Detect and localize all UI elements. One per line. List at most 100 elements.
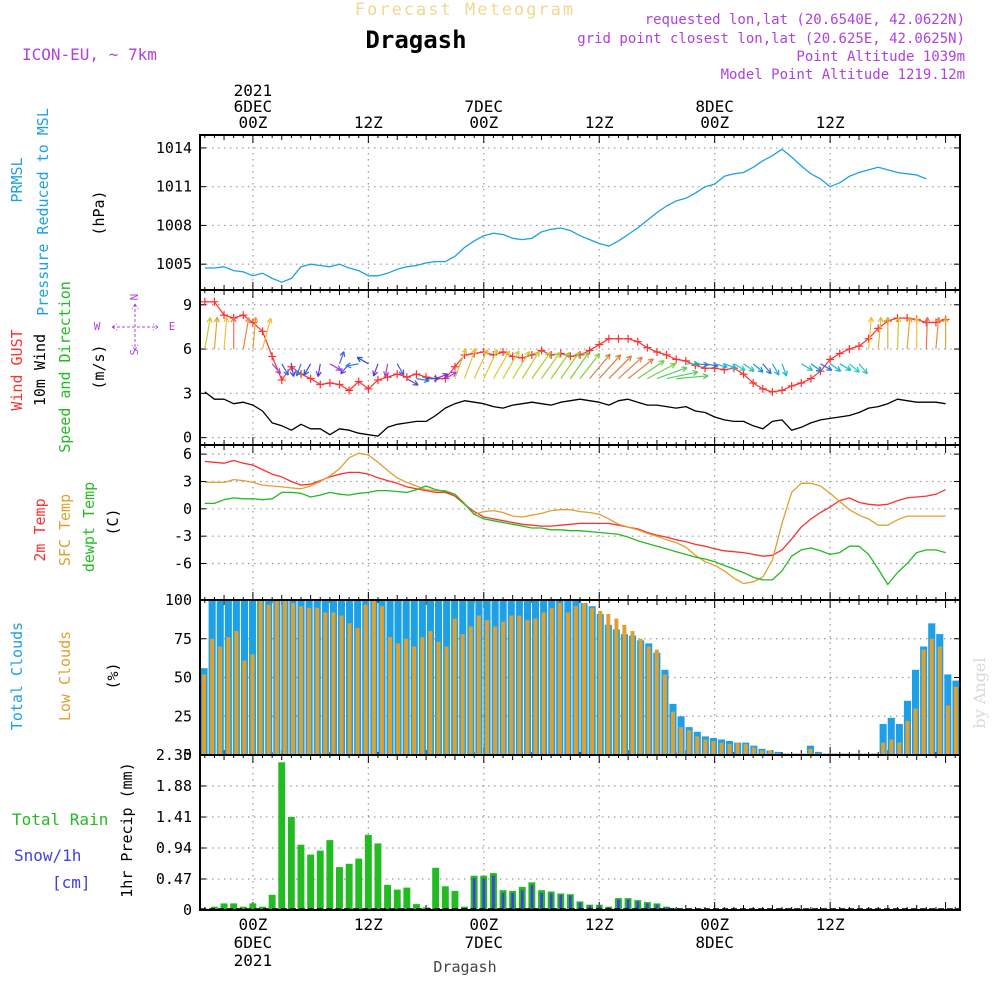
wind-direction-arrow (627, 358, 654, 380)
y-tick-label: 0 (183, 746, 192, 764)
low-clouds-bar (533, 618, 538, 755)
wind-direction-arrow (454, 348, 468, 379)
time-label-top: 6DEC (234, 97, 273, 116)
panel-label: Snow/1h (14, 846, 81, 865)
low-clouds-bar (493, 626, 498, 755)
y-tick-label: 100 (165, 591, 192, 609)
model-label: ICON-EU, ~ 7km (22, 45, 157, 64)
low-clouds-bar (444, 646, 449, 755)
low-clouds-bar (662, 674, 667, 755)
chart-title: Dragash (365, 26, 466, 54)
time-label-top: 2021 (234, 81, 273, 100)
rain-bar (239, 906, 247, 910)
compass-north-label: N (128, 294, 141, 301)
panel-label: (hPa) (90, 190, 108, 235)
gust-marker (268, 352, 277, 361)
y-tick-label: 0 (183, 901, 192, 919)
gust-marker (614, 334, 623, 343)
wind-direction-arrow (230, 316, 237, 349)
low-clouds-bar (622, 624, 627, 755)
gust-marker (701, 364, 710, 373)
low-clouds-bar (711, 741, 716, 755)
low-clouds-bar (921, 649, 926, 755)
gust-marker (758, 384, 767, 393)
low-clouds-bar (735, 742, 740, 755)
low-clouds-bar (671, 711, 675, 755)
low-clouds-bar (565, 612, 570, 755)
snow-bar (492, 875, 495, 910)
grid-point-coords: grid point closest lon,lat (20.625E, 42.… (577, 31, 965, 47)
wind-direction-arrow (345, 362, 359, 369)
panel-label: [cm] (52, 873, 91, 892)
y-tick-label: 50 (174, 669, 192, 687)
low-clouds-bar (202, 674, 206, 755)
rain-bar (336, 867, 343, 910)
low-clouds-bar (339, 615, 344, 755)
low-clouds-bar (590, 607, 595, 756)
panel-label: Total Rain (12, 810, 108, 829)
wind-direction-arrow (810, 363, 823, 372)
wind-direction-arrow (512, 350, 531, 379)
panel-label: Speed and Direction (56, 281, 74, 453)
low-clouds-bar (695, 736, 700, 755)
wind-direction-arrow (895, 316, 902, 350)
wind-direction-arrow (303, 363, 312, 376)
gust-marker (643, 343, 652, 352)
low-clouds-bar (379, 606, 384, 755)
requested-coords: requested lon,lat (20.6540E, 42.0622N) (645, 12, 965, 28)
gust-marker (412, 370, 421, 379)
time-label-top: 00Z (469, 113, 498, 132)
gust-marker (624, 334, 633, 343)
wind-direction-arrow (329, 363, 342, 371)
rain-bar (316, 850, 324, 910)
wind-direction-arrow (714, 363, 728, 369)
low-clouds-bar (953, 686, 958, 755)
time-label-bottom: 12Z (585, 915, 614, 934)
wind-direction-arrow (464, 348, 477, 379)
compass-rose-icon (111, 303, 159, 351)
low-clouds-bar (476, 615, 481, 755)
y-tick-label: 0.47 (156, 870, 192, 888)
snow-bar (665, 907, 668, 910)
gust-marker (393, 370, 402, 379)
y-tick-label: 0.94 (156, 839, 192, 857)
wind-direction-arrow (531, 351, 551, 379)
wind-direction-arrow (913, 316, 920, 349)
wind-direction-arrow (541, 351, 561, 379)
low-clouds-bar (291, 603, 295, 755)
panel-frame (199, 754, 961, 911)
low-clouds-bar (889, 739, 894, 755)
panel-label: Wind GUST (8, 329, 26, 410)
low-clouds-bar (614, 618, 619, 755)
low-clouds-bar (307, 607, 312, 756)
gust-marker (864, 334, 873, 343)
low-clouds-bar (331, 612, 336, 755)
snow-bar (540, 892, 543, 910)
gust-marker (316, 380, 325, 389)
wind-direction-arrow (752, 363, 764, 373)
low-clouds-bar (274, 600, 279, 755)
low-clouds-bar (549, 607, 554, 756)
y-tick-label: 0 (183, 500, 192, 518)
wind-direction-arrow (800, 363, 814, 371)
low-clouds-bar (630, 631, 635, 755)
rain-bar (413, 904, 420, 910)
rain-bar (374, 843, 382, 910)
gust-marker (749, 379, 758, 387)
low-clouds-bar (743, 744, 748, 755)
panel-frame (199, 444, 961, 601)
total-clouds-bar (887, 717, 895, 755)
low-clouds-bar (468, 626, 473, 755)
wind-panel: 0 3 6 9 (183, 289, 961, 447)
y-tick-label: 1.88 (156, 777, 192, 795)
low-clouds-bar (420, 637, 425, 755)
wind-direction-arrow (884, 316, 891, 349)
gust-marker (806, 374, 815, 383)
wind-direction-arrow (550, 351, 571, 379)
rain-bar (220, 903, 228, 910)
wind-direction-arrow (213, 316, 220, 350)
gust-marker (450, 362, 459, 371)
wind-direction-arrow (445, 371, 458, 380)
wind-direction-arrow (261, 317, 273, 350)
